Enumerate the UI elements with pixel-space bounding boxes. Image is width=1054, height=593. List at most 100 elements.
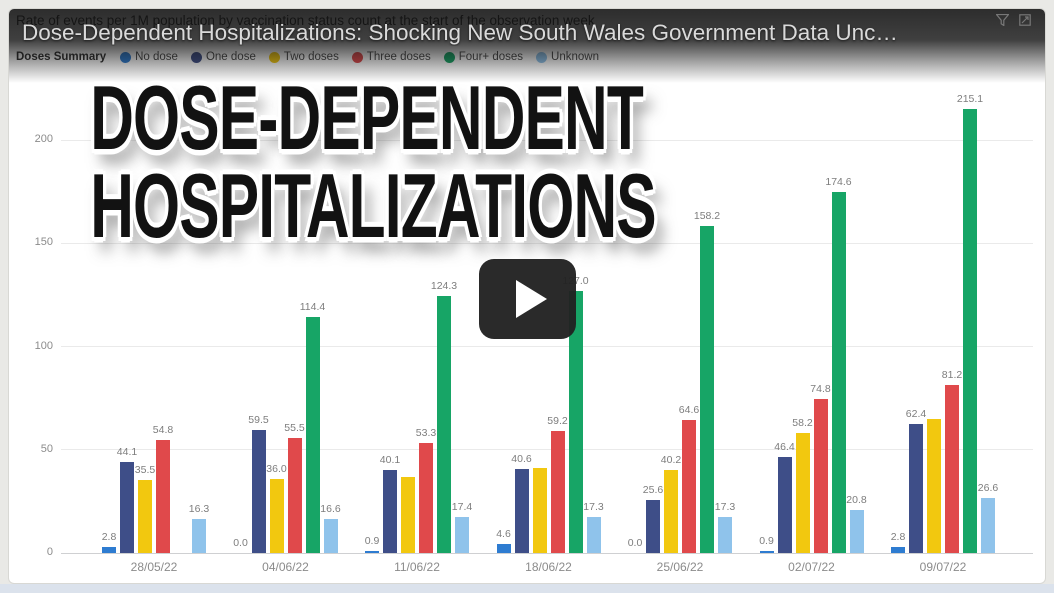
bar-value-label: 54.8 — [152, 423, 174, 436]
y-axis-label: 50 — [40, 442, 53, 455]
bar-group: 0.0 59.5 36.0 55.5 114.4 16.6 — [233, 9, 341, 553]
x-axis-label: 28/05/22 — [130, 560, 178, 574]
bar-value-label: 0.0 — [627, 537, 643, 549]
bar-value-label: 35.5 — [134, 463, 156, 476]
bar-value-label: 40.2 — [660, 454, 682, 466]
plot-area: 0 50 100 150 200 2.8 44.1 35.5 54.8 16.3 28/05/22 0… — [9, 9, 1045, 583]
y-axis-label: 0 — [46, 546, 53, 558]
bar-value-label: 46.4 — [774, 441, 795, 454]
bar-value-label: 0.9 — [364, 535, 380, 548]
bar-value-label: 58.2 — [792, 416, 813, 429]
bar — [945, 385, 959, 553]
bar-value-label: 174.6 — [825, 176, 852, 189]
bar — [532, 468, 547, 553]
bar-group: 4.640.659.2127.017.3 — [496, 9, 604, 553]
bar-value-label: 81.2 — [941, 369, 963, 382]
video-title-link[interactable]: Dose-Dependent Hospitalizations: Shockin… — [22, 20, 898, 45]
bar — [795, 432, 810, 553]
bar — [664, 470, 678, 553]
bar — [646, 500, 660, 553]
bar-value-label: 74.8 — [810, 382, 831, 395]
bar — [455, 517, 469, 553]
bar — [514, 469, 529, 553]
bar — [496, 543, 511, 553]
bar — [777, 457, 792, 553]
bar-group: 0.9 40.1 53.3 124.3 17.4 — [364, 9, 473, 553]
bar — [849, 510, 864, 553]
bar-value-label: 44.1 — [116, 445, 138, 458]
bar-value-label: 2.8 — [890, 531, 906, 544]
x-axis-label: 25/06/22 — [656, 560, 704, 574]
bar — [831, 192, 846, 553]
bar-value-label: 20.8 — [846, 494, 867, 507]
bar — [305, 316, 320, 553]
bar-value-label: 36.0 — [266, 462, 287, 475]
bar-value-label: 26.6 — [977, 482, 999, 495]
bar-value-label: 16.6 — [320, 502, 341, 515]
bar-group: 0.9 46.4 58.2 74.8 174.6 20.8 — [759, 9, 867, 553]
bar-value-label: 40.6 — [511, 453, 532, 466]
bar — [156, 439, 170, 553]
bar — [682, 419, 696, 553]
bar-group: 2.8 62.4 81.2 215.1 26.6 — [890, 9, 999, 553]
bar — [718, 517, 732, 553]
bar — [759, 551, 774, 553]
x-axis-label: 09/07/22 — [919, 560, 967, 574]
bar-value-label: 215.1 — [956, 92, 984, 105]
bar-value-label: 0.9 — [759, 535, 774, 548]
bar — [120, 461, 134, 553]
gridline — [61, 552, 1033, 554]
play-icon — [515, 280, 547, 318]
bar-value-label: 17.4 — [451, 501, 473, 514]
bar-value-label: 2.8 — [101, 531, 117, 544]
bar — [700, 226, 714, 553]
bar — [981, 498, 995, 553]
bar — [269, 478, 284, 553]
x-axis-label: 11/06/22 — [394, 560, 440, 574]
bar-value-label: 59.5 — [248, 414, 269, 427]
bar-value-label: 62.4 — [905, 408, 927, 421]
bar-value-label: 16.3 — [188, 503, 210, 516]
y-axis-label: 200 — [34, 133, 53, 145]
bar — [323, 518, 338, 553]
focus-mode-icon — [1019, 14, 1031, 26]
bar-value-label: 124.3 — [430, 280, 458, 293]
y-axis-label: 100 — [34, 339, 53, 352]
bar — [813, 398, 828, 553]
bar — [891, 547, 905, 553]
bar — [550, 430, 565, 553]
y-axis-label: 150 — [34, 236, 53, 249]
bar-value-label: 0.0 — [233, 537, 248, 549]
bar-value-label: 55.5 — [284, 422, 305, 435]
bar — [586, 517, 601, 553]
bar — [192, 519, 206, 553]
gridline — [61, 346, 1033, 347]
bar-value-label: 17.3 — [583, 501, 604, 514]
bar — [419, 442, 433, 553]
gridline — [61, 139, 1033, 141]
bar — [909, 424, 923, 553]
bar-group: 2.8 44.1 35.5 54.8 16.3 — [101, 9, 210, 553]
bar-value-label: 25.6 — [642, 484, 664, 497]
play-button[interactable] — [479, 259, 576, 339]
gridline — [61, 449, 1033, 451]
bar — [138, 479, 152, 553]
bar-group: 0.0 25.6 40.2 64.6 158.2 17.3 — [627, 9, 735, 553]
x-axis-label: 18/06/22 — [525, 560, 572, 574]
page-background-strip — [0, 584, 1054, 593]
bar — [927, 418, 941, 553]
bar — [365, 551, 379, 553]
video-player: Rate of events per 1M population by vacc… — [8, 8, 1046, 584]
bar — [437, 296, 451, 553]
bar — [963, 108, 977, 553]
x-axis-label: 04/06/22 — [262, 560, 309, 574]
bar-value-label: 53.3 — [415, 426, 437, 439]
bar-value-label: 4.6 — [496, 527, 511, 540]
bar-value-label: 40.1 — [379, 454, 401, 467]
bar — [401, 476, 415, 553]
bar — [383, 470, 397, 553]
x-axis-label: 02/07/22 — [788, 560, 835, 574]
gridline — [61, 242, 1033, 244]
bar-value-label: 158.2 — [693, 210, 721, 223]
bar — [102, 547, 116, 553]
